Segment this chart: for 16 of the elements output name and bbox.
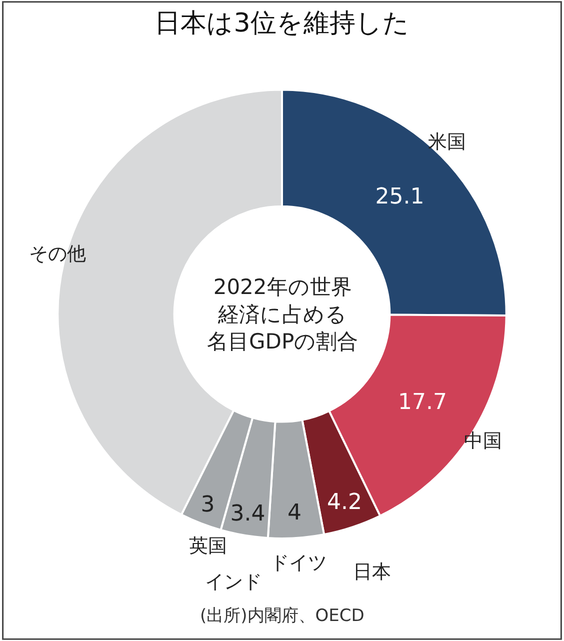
slice-label: インド: [205, 571, 262, 593]
slice-label: ドイツ: [270, 552, 327, 574]
slice-label: 中国: [464, 430, 502, 452]
data-label: 25.1: [375, 184, 424, 210]
text: 2022年の世界経済に占める名目GDPの割合: [207, 275, 358, 354]
chart-title: 日本は3位を維持した: [154, 8, 410, 39]
slice-label: 日本: [353, 561, 391, 583]
data-label: 3: [200, 492, 215, 518]
data-label: 4.2: [326, 490, 362, 515]
slice-label: 英国: [189, 535, 227, 557]
text: (出所)内閣府、OECD: [200, 606, 364, 626]
slice-label: 米国: [428, 131, 466, 153]
data-label: 4: [288, 500, 302, 526]
data-label: 3.4: [230, 501, 266, 526]
data-label: 17.7: [398, 390, 447, 416]
slice-label: その他: [29, 243, 86, 265]
